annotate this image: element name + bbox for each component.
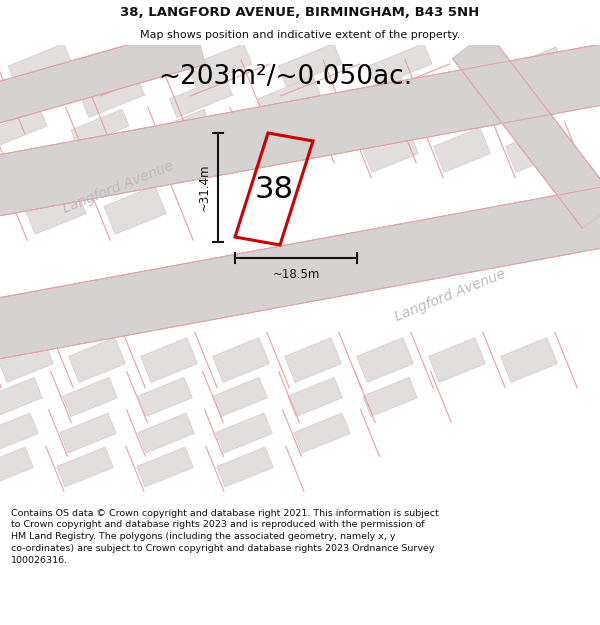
Polygon shape [0, 378, 43, 417]
Polygon shape [356, 338, 413, 382]
Polygon shape [24, 186, 86, 234]
Polygon shape [0, 26, 205, 124]
Polygon shape [140, 338, 197, 382]
Polygon shape [257, 76, 320, 118]
Polygon shape [0, 44, 600, 216]
Polygon shape [153, 109, 211, 147]
Polygon shape [82, 76, 145, 118]
Polygon shape [212, 378, 268, 417]
Polygon shape [0, 26, 205, 124]
Polygon shape [138, 413, 194, 453]
Polygon shape [62, 378, 118, 417]
Text: Map shows position and indicative extent of the property.: Map shows position and indicative extent… [140, 30, 460, 40]
Polygon shape [0, 413, 38, 453]
Text: ~18.5m: ~18.5m [272, 268, 320, 281]
Polygon shape [217, 447, 273, 487]
Polygon shape [428, 338, 485, 382]
Polygon shape [434, 127, 490, 172]
Polygon shape [278, 44, 342, 86]
Polygon shape [368, 44, 432, 86]
Polygon shape [137, 447, 193, 487]
Polygon shape [98, 44, 162, 86]
Polygon shape [212, 338, 269, 382]
Polygon shape [169, 76, 233, 118]
Polygon shape [452, 32, 600, 228]
Polygon shape [501, 72, 559, 118]
Polygon shape [452, 32, 600, 228]
Text: Langford Avenue: Langford Avenue [61, 158, 175, 216]
Polygon shape [362, 378, 418, 417]
Polygon shape [0, 338, 53, 382]
Polygon shape [57, 447, 113, 487]
Polygon shape [346, 76, 409, 118]
Polygon shape [8, 44, 72, 86]
Polygon shape [431, 72, 489, 118]
Polygon shape [104, 186, 166, 234]
Polygon shape [500, 338, 557, 382]
Text: ~203m²/~0.050ac.: ~203m²/~0.050ac. [158, 64, 412, 90]
Polygon shape [0, 44, 600, 216]
Polygon shape [188, 44, 252, 86]
Text: 38: 38 [254, 176, 293, 204]
Polygon shape [216, 413, 272, 453]
Polygon shape [294, 413, 350, 453]
Text: ~31.4m: ~31.4m [198, 164, 211, 211]
Polygon shape [68, 338, 125, 382]
Text: 38, LANGFORD AVENUE, BIRMINGHAM, B43 5NH: 38, LANGFORD AVENUE, BIRMINGHAM, B43 5NH [121, 6, 479, 19]
Polygon shape [362, 127, 418, 172]
Polygon shape [287, 378, 343, 417]
Text: Contains OS data © Crown copyright and database right 2021. This information is : Contains OS data © Crown copyright and d… [11, 509, 439, 565]
Polygon shape [60, 413, 116, 453]
Polygon shape [0, 76, 56, 118]
Text: Langford Avenue: Langford Avenue [392, 266, 508, 324]
Polygon shape [506, 127, 562, 172]
Polygon shape [0, 186, 600, 359]
Polygon shape [71, 109, 129, 147]
Polygon shape [0, 186, 600, 359]
Polygon shape [514, 47, 566, 87]
Polygon shape [284, 338, 341, 382]
Polygon shape [0, 109, 47, 147]
Polygon shape [137, 378, 193, 417]
Polygon shape [0, 447, 33, 487]
